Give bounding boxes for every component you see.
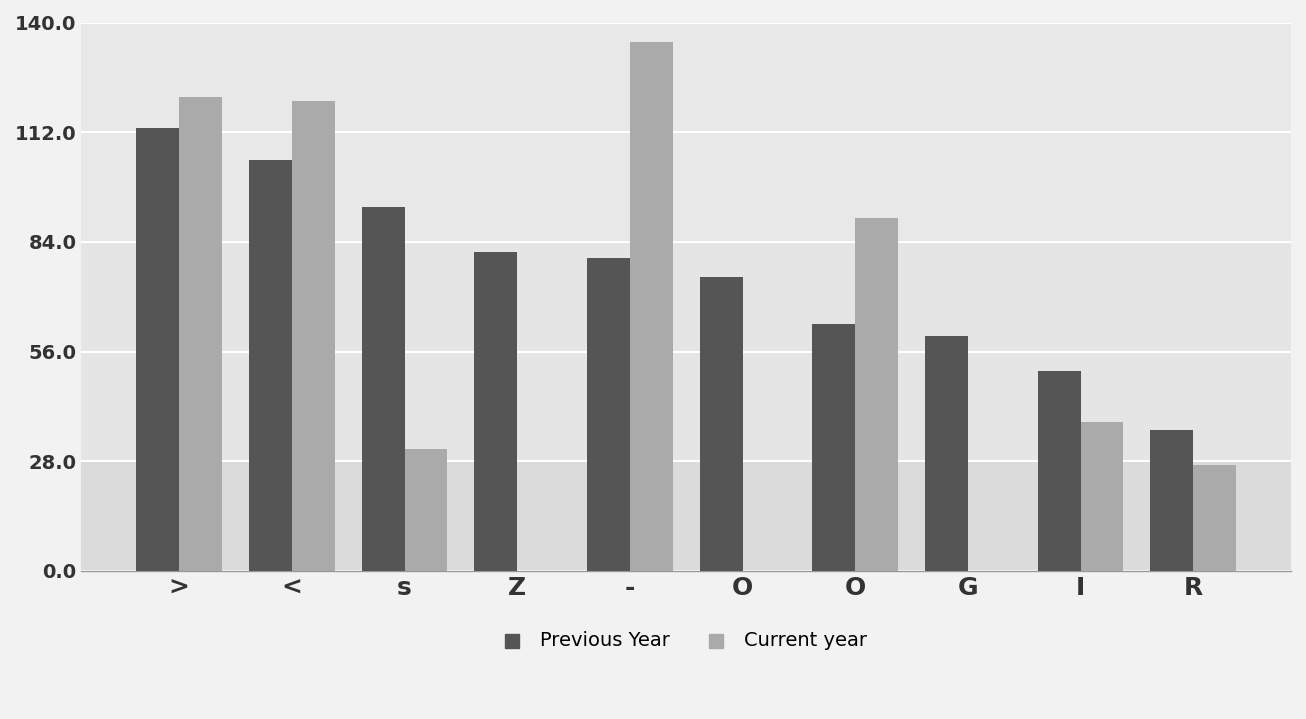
Bar xyxy=(81,242,1292,462)
Bar xyxy=(925,336,968,571)
Legend: Previous Year, Current year: Previous Year, Current year xyxy=(496,621,876,660)
Bar xyxy=(700,277,743,571)
Bar xyxy=(1194,465,1235,571)
Bar xyxy=(588,257,629,571)
Bar xyxy=(136,128,179,571)
Bar xyxy=(405,449,448,571)
Bar xyxy=(855,219,899,571)
Bar xyxy=(249,160,293,571)
Bar xyxy=(81,132,1292,242)
Bar xyxy=(1151,430,1194,571)
Bar xyxy=(629,42,673,571)
Bar xyxy=(474,252,517,571)
Bar xyxy=(179,97,222,571)
Bar xyxy=(81,462,1292,571)
Bar xyxy=(812,324,855,571)
Bar xyxy=(362,206,405,571)
Bar xyxy=(1038,371,1080,571)
Bar xyxy=(1080,422,1123,571)
Bar xyxy=(293,101,334,571)
